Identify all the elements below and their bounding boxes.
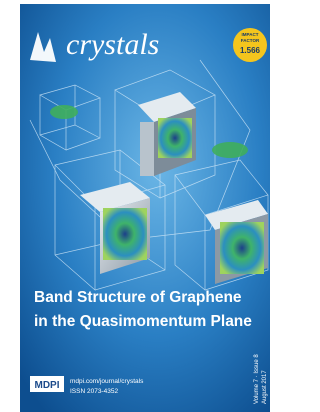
publisher: MDPI	[35, 380, 60, 391]
volume: Volume 7 · Issue 8	[254, 354, 260, 404]
page: crystals IMPACT FACTOR 1.566 Band Struct…	[0, 0, 289, 412]
badge-line: FACTOR	[241, 38, 260, 43]
article-title: Band Structure of Graphene	[34, 289, 242, 306]
impact-badge: IMPACT FACTOR 1.566	[233, 28, 267, 62]
badge-value: 1.566	[240, 46, 261, 55]
journal-url: mdpi.com/journal/crystals	[70, 378, 144, 385]
badge-line: IMPACT	[242, 32, 259, 37]
issue-date: August 2017	[262, 370, 268, 404]
article-title: in the Quasimomentum Plane	[34, 313, 252, 330]
issn: ISSN 2073-4352	[70, 388, 118, 395]
journal-name: crystals	[66, 28, 159, 61]
cover: crystals IMPACT FACTOR 1.566 Band Struct…	[0, 0, 289, 412]
